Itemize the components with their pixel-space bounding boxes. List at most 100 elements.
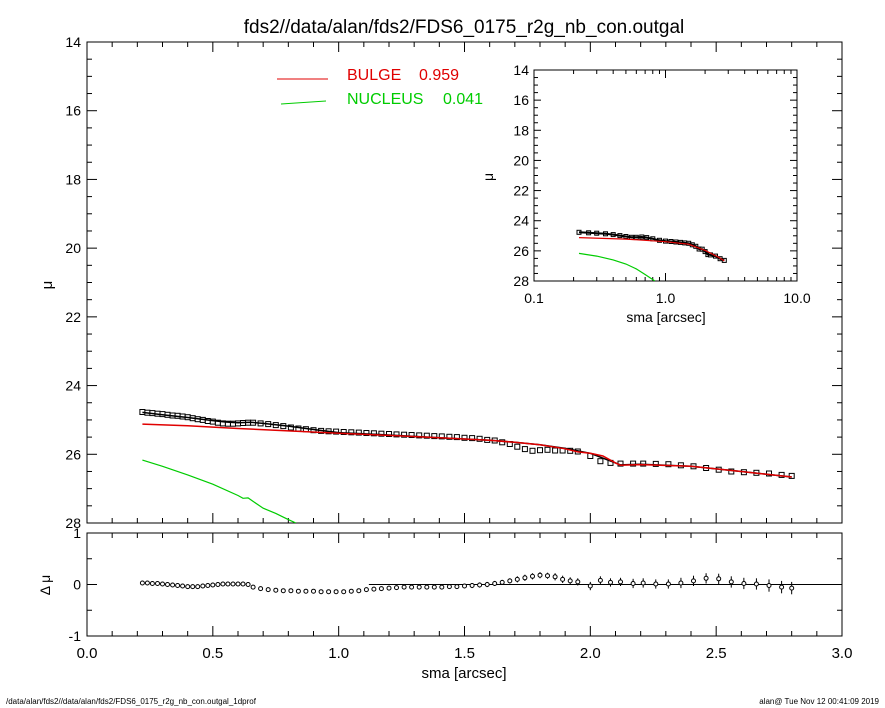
residual-point [560,576,566,582]
residual-point [371,586,377,592]
inset-x-tick-label: 0.1 [524,290,544,306]
residual-point [530,573,535,579]
residual-point [170,582,176,588]
residual-point [326,589,332,595]
data-point [461,434,468,441]
data-point [665,461,672,468]
residual-point [401,584,407,590]
residual-point [789,585,795,591]
x-axis-label: sma [arcsec] [421,665,506,682]
residual-point [424,584,430,590]
residual-point [394,585,399,591]
residual-point [587,583,593,589]
residual-point [507,578,513,584]
data-point [597,458,604,465]
residual-point [446,584,452,590]
y-tick-label: 20 [65,240,81,256]
residual-point [537,572,543,578]
residual-point [454,584,460,590]
y-tick-label: 24 [65,378,81,394]
x-tick-label: 1.5 [454,645,475,662]
data-point [652,460,659,467]
data-point [537,447,543,454]
residual-point [280,588,286,594]
x-tick-label: 2.0 [580,645,601,662]
residual-point [220,581,226,587]
residual-point [766,583,772,588]
residual-point [597,577,603,583]
residual-point [469,583,475,588]
residual-point [341,589,347,595]
residual-point [716,576,722,582]
residual-point [741,581,747,586]
nucleus-line [142,459,297,523]
residual-point [728,579,734,585]
x-tick-label: 2.5 [706,645,727,662]
inset-bulge-line [578,237,725,262]
residual-point [273,587,279,593]
residual-point [567,578,573,584]
x-tick-label: 1.0 [328,645,349,662]
residual-point [318,589,324,595]
residual-point [185,584,191,590]
residual-point [522,575,528,581]
data-point [363,430,370,436]
residual-point [363,587,369,593]
inset-x-axis-label: sma [arcsec] [626,309,705,325]
residual-point [348,588,354,594]
data-point [499,439,506,446]
legend-nucleus-swatch [280,100,327,105]
data-point [469,435,476,442]
data-point [408,432,415,438]
residual-point [311,588,316,594]
residual-point [691,578,696,584]
residual-point [265,587,271,593]
inset-nucleus-line [578,252,656,281]
data-point [348,429,355,436]
residual-point [245,582,251,587]
chart-title: fds2//data/alan/fds2/FDS6_0175_r2g_nb_co… [244,17,685,38]
residual-y-tick-label: 0 [73,577,81,593]
y-tick-label: 18 [65,171,81,187]
residual-point [303,588,309,594]
data-point [514,443,521,450]
residual-point [678,580,684,586]
legend-nucleus-fraction: 0.041 [443,91,483,108]
residual-point [235,581,241,587]
data-point [476,435,483,442]
residual-point [409,584,415,590]
residual-point [149,581,155,586]
residual-point [210,582,216,588]
residual-point [240,581,246,587]
inset-y-tick-label: 18 [513,122,529,138]
legend-nucleus-name: NUCLEUS [347,91,423,108]
data-point [529,447,536,454]
residual-point [139,580,145,586]
residual-point [753,581,759,587]
data-point [438,433,445,440]
y-tick-label: 22 [65,309,81,325]
y-tick-label: 16 [65,103,81,119]
data-point [370,430,377,437]
data-point [630,460,637,467]
residual-point [416,584,422,590]
data-point [393,431,400,438]
residual-point [190,584,196,590]
residual-point [703,575,709,581]
y-tick-label: 26 [65,446,81,462]
residual-point [205,583,211,588]
data-point [728,468,735,475]
residual-point [545,573,550,579]
legend-bulge-name: BULGE [347,67,401,84]
residual-point [200,583,206,589]
residual-point [665,581,671,587]
x-tick-label: 3.0 [832,645,853,662]
residual-point [439,584,445,590]
residual-point [295,588,301,594]
residual-point [356,588,362,594]
residual-point [779,584,785,590]
residual-point [386,585,392,591]
residual-point [477,582,483,588]
y-axis-label: μ [39,281,56,290]
